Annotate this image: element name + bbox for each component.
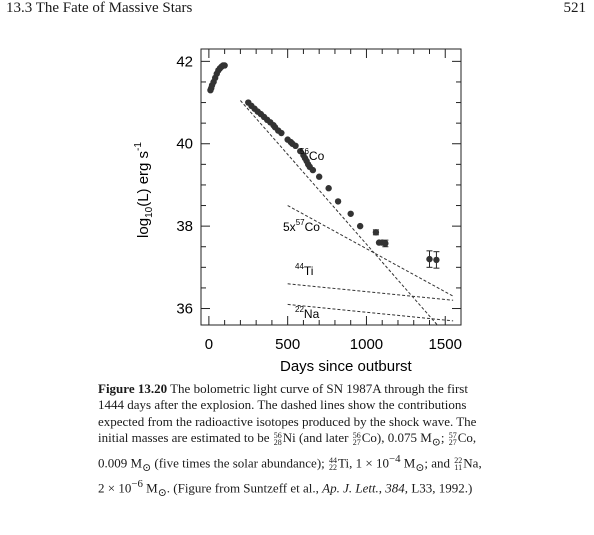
plot-frame [200,48,462,326]
axis-ticks [201,49,461,325]
label-22na: 22Na [295,305,320,321]
running-head: 13.3 The Fate of Massive Stars [6,0,193,16]
x-tick-label: 500 [275,336,300,353]
figure-caption: Figure 13.20 The bolometric light curve … [98,381,482,499]
data-point [426,255,433,263]
model-curve [287,205,454,297]
nuclide-na22: 22 11 [454,456,463,473]
nuclide-co57: 57 27 [448,430,457,447]
y-axis-label: log10(L) erg s-1 [133,142,155,238]
data-point [372,229,380,236]
data-point [325,185,332,192]
label-57co: 5x57Co [283,218,320,234]
model-curves [240,100,454,326]
y-tick-label: 42 [176,53,193,70]
caption-label: Figure 13.20 [98,381,168,396]
data-point [221,62,228,69]
label-56co: 56Co [300,147,325,163]
data-point [356,222,364,230]
nuclide-co56: 56 27 [352,430,361,447]
data-point [315,173,323,180]
nuclide-ni56: 56 28 [273,430,282,447]
y-tick-label: 36 [176,301,193,318]
tick-labels: 0 500 1000 1500 36 38 40 42 [176,53,462,353]
page-header: 13.3 The Fate of Massive Stars 521 [0,0,594,22]
label-44ti: 44Ti [295,262,313,278]
model-curve [287,303,454,322]
data-point [278,129,285,137]
page-number: 521 [563,0,587,16]
y-tick-label: 38 [176,218,193,235]
model-curve [287,283,454,301]
x-tick-label: 1500 [429,336,462,353]
light-curve-figure: 0 500 1000 1500 36 38 40 42 Days since outburst… [133,48,462,375]
model-curve [240,100,438,326]
data-point [347,210,354,217]
data-points [207,62,440,269]
y-tick-label: 40 [176,136,193,153]
x-axis-label: Days since outburst [280,358,413,375]
data-point [334,198,342,205]
data-point [292,142,299,150]
x-tick-label: 0 [205,336,213,353]
data-point [309,166,317,174]
nuclide-ti44: 44 22 [329,456,338,473]
data-point [433,256,440,264]
data-point [382,240,389,247]
x-tick-label: 1000 [350,336,383,353]
